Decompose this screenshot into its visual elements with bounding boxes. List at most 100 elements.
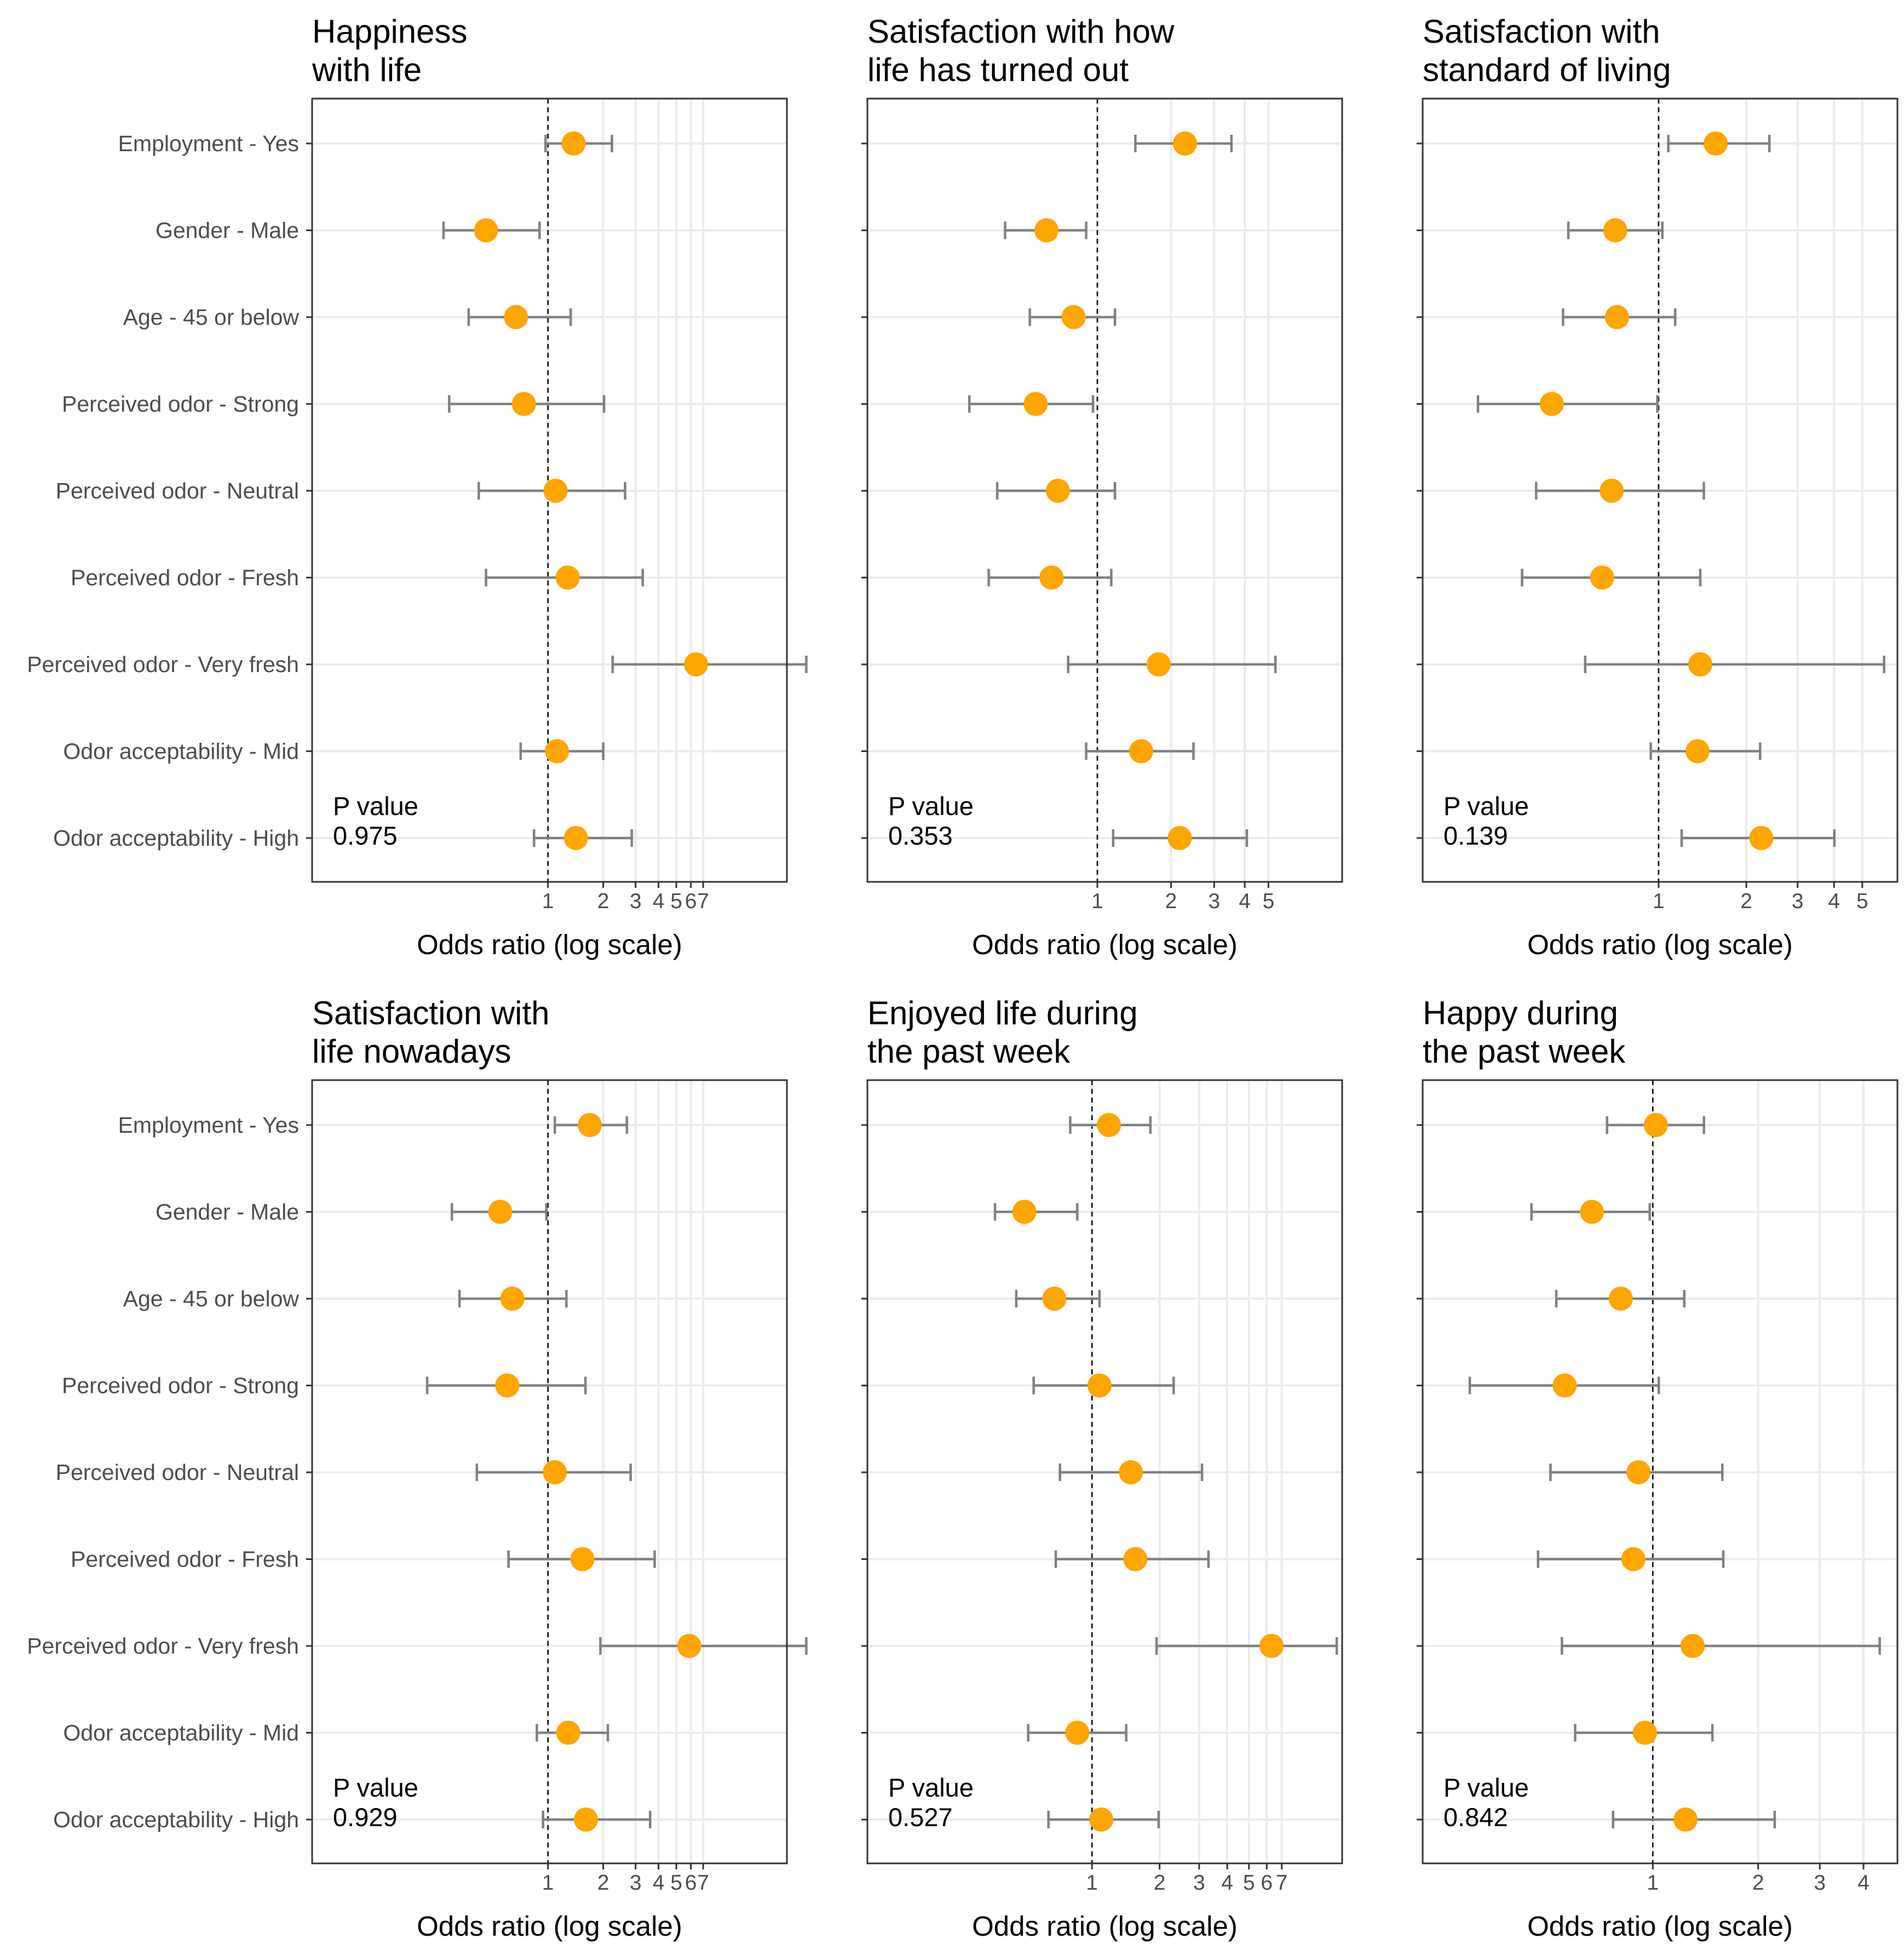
x-tick-label: 7 <box>1276 1871 1288 1895</box>
estimate-point <box>1626 1460 1651 1484</box>
p-value-label: P value <box>888 791 974 821</box>
x-tick-label: 2 <box>1752 1871 1764 1895</box>
estimate-point <box>561 131 586 156</box>
errorbar <box>1561 1637 1881 1655</box>
x-tick-label: 5 <box>1243 1871 1255 1895</box>
x-tick-label: 2 <box>597 890 609 913</box>
errorbar <box>1067 656 1277 673</box>
chart-panel-4: Employment - Yes Gender - Male Age - 45 or… <box>27 995 808 1942</box>
estimate-point <box>1604 305 1629 329</box>
x-tick-label: 5 <box>1263 890 1275 913</box>
x-tick-label: 4 <box>1857 1871 1870 1895</box>
x-axis-title: Odds ratio (log scale) <box>1527 929 1793 960</box>
estimate-point <box>500 1287 525 1311</box>
estimate-point <box>1685 739 1710 764</box>
x-tick-label: 3 <box>630 890 642 913</box>
chart-title-line: standard of living <box>1423 51 1671 88</box>
estimate-point <box>1590 565 1614 590</box>
chart-panel-6: 1 2 3 4 Odds ratio (log scale) Happy duringth… <box>1417 995 1899 1942</box>
p-value: 0.975 <box>333 821 398 850</box>
category-label: Perceived odor - Strong <box>62 1373 299 1398</box>
estimate-point <box>1039 565 1064 590</box>
estimate-point <box>1608 1287 1633 1311</box>
errorbar <box>1476 395 1659 413</box>
estimate-point <box>543 1460 567 1484</box>
estimate-point <box>1749 826 1774 850</box>
x-tick-label: 4 <box>653 1871 665 1895</box>
p-value: 0.929 <box>333 1803 398 1832</box>
x-tick-label: 3 <box>1208 890 1220 913</box>
category-label: Employment - Yes <box>118 131 299 156</box>
x-tick-label: 2 <box>1154 1871 1166 1895</box>
category-label: Perceived odor - Very fresh <box>27 1633 299 1659</box>
estimate-point <box>1087 1373 1112 1398</box>
category-label: Perceived odor - Fresh <box>71 565 299 590</box>
x-axis-title: Odds ratio (log scale) <box>972 1910 1238 1942</box>
chart-title-line: life nowadays <box>312 1033 511 1070</box>
estimate-point <box>1259 1634 1284 1658</box>
x-tick-label: 4 <box>1239 890 1251 913</box>
chart-panel-3: 1 2 3 4 5 Odds ratio (log scale) Satisfaction … <box>1417 13 1899 960</box>
chart-title-line: Happiness <box>312 13 468 50</box>
p-value-label: P value <box>888 1773 974 1802</box>
estimate-point <box>1580 1200 1604 1224</box>
chart-title-line: Satisfaction with <box>312 995 550 1031</box>
category-label: Perceived odor - Strong <box>62 392 299 417</box>
estimate-point <box>1539 392 1564 416</box>
p-value-label: P value <box>333 791 418 821</box>
estimate-point <box>1034 218 1059 243</box>
estimate-point <box>1061 305 1086 329</box>
x-tick-label: 2 <box>1165 890 1177 913</box>
x-axis-title: Odds ratio (log scale) <box>1527 1910 1793 1942</box>
estimate-point <box>1643 1113 1668 1137</box>
estimate-point <box>1167 826 1192 850</box>
chart-title-line: Satisfaction with <box>1423 13 1660 50</box>
estimate-point <box>488 1200 513 1224</box>
estimate-point <box>570 1547 595 1571</box>
x-axis-title: Odds ratio (log scale) <box>417 929 682 960</box>
x-tick-label: 1 <box>1091 890 1103 913</box>
category-label: Perceived odor - Fresh <box>71 1547 299 1572</box>
x-tick-label: 5 <box>670 890 682 913</box>
x-tick-label: 2 <box>597 1871 609 1895</box>
x-tick-label: 2 <box>1740 890 1752 913</box>
category-label: Employment - Yes <box>118 1112 299 1138</box>
estimate-point <box>1123 1547 1148 1571</box>
category-label: Odor acceptability - Mid <box>63 1720 299 1746</box>
estimate-point <box>1065 1720 1090 1745</box>
estimate-point <box>495 1373 520 1398</box>
p-value: 0.527 <box>888 1803 953 1832</box>
x-tick-label: 3 <box>1792 890 1804 913</box>
errorbar <box>611 656 808 673</box>
estimate-point <box>1621 1547 1646 1571</box>
x-axis-title: Odds ratio (log scale) <box>417 1910 682 1942</box>
category-label: Gender - Male <box>156 1200 299 1225</box>
x-tick-label: 3 <box>630 1871 642 1895</box>
chart-title-line: Satisfaction with how <box>867 13 1175 50</box>
estimate-point <box>578 1113 602 1137</box>
x-tick-label: 1 <box>542 1871 554 1895</box>
estimate-point <box>1042 1287 1067 1311</box>
chart-title-line: the past week <box>867 1033 1071 1070</box>
category-label: Odor acceptability - High <box>53 1807 299 1832</box>
x-tick-label: 4 <box>1828 890 1840 913</box>
x-tick-label: 7 <box>697 890 709 913</box>
estimate-point <box>1552 1373 1577 1398</box>
chart-title-line: Happy during <box>1423 995 1618 1031</box>
x-tick-label: 1 <box>1653 890 1665 913</box>
estimate-point <box>1012 1200 1037 1224</box>
estimate-point <box>1673 1808 1698 1832</box>
x-tick-label: 1 <box>1647 1871 1659 1895</box>
estimate-point <box>574 1808 599 1832</box>
estimate-point <box>1097 1113 1121 1137</box>
estimate-point <box>1129 739 1153 764</box>
estimate-point <box>545 739 570 764</box>
x-tick-label: 6 <box>685 890 697 913</box>
p-value-label: P value <box>1443 1773 1529 1802</box>
x-tick-label: 5 <box>670 1871 682 1895</box>
p-value-label: P value <box>1443 791 1529 821</box>
category-label: Gender - Male <box>156 218 299 243</box>
estimate-point <box>504 305 528 329</box>
chart-panel-2: 1 2 3 4 5 Odds ratio (log scale) Satisfaction … <box>861 13 1343 960</box>
x-tick-label: 6 <box>1261 1871 1273 1895</box>
